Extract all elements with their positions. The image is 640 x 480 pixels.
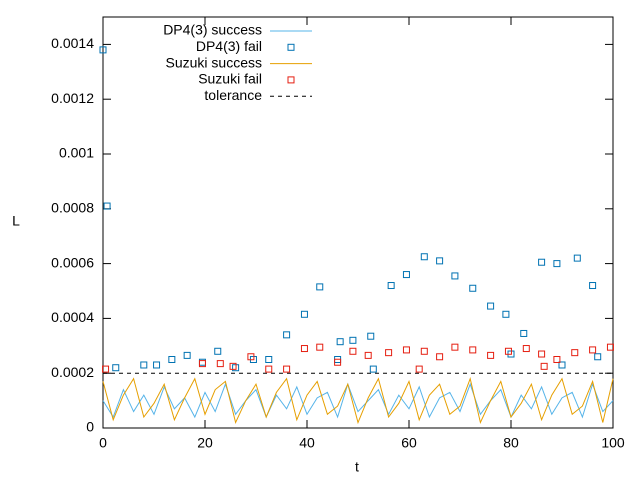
data-point bbox=[469, 284, 477, 292]
data-point bbox=[336, 338, 344, 346]
x-axis-label: t bbox=[355, 459, 359, 475]
y-tick-label: 0 bbox=[86, 419, 94, 435]
data-point bbox=[247, 353, 255, 361]
y-tick-label: 0.001 bbox=[59, 145, 94, 161]
x-tick-label: 20 bbox=[197, 435, 213, 451]
data-point bbox=[364, 351, 372, 359]
y-axis-label: L bbox=[12, 213, 20, 229]
data-point bbox=[540, 362, 548, 370]
plot-border bbox=[102, 16, 614, 429]
data-point bbox=[168, 356, 176, 363]
y-tick-label: 0.0002 bbox=[51, 364, 94, 380]
data-point bbox=[216, 360, 224, 368]
data-point bbox=[349, 347, 357, 355]
y-tick-label: 0.0014 bbox=[51, 35, 94, 51]
data-point bbox=[502, 310, 510, 318]
data-point bbox=[387, 282, 395, 290]
series-line bbox=[102, 382, 614, 419]
data-point bbox=[553, 356, 561, 363]
data-point bbox=[451, 343, 459, 351]
legend-label: Suzuki fail bbox=[198, 71, 262, 87]
data-point bbox=[589, 346, 597, 354]
y-tick-label: 0.0008 bbox=[51, 200, 94, 216]
legend-label: DP4(3) success bbox=[163, 22, 262, 38]
x-tick-label: 100 bbox=[601, 435, 625, 451]
x-tick-label: 0 bbox=[99, 435, 107, 451]
x-tick-label: 40 bbox=[299, 435, 315, 451]
x-tick-label: 60 bbox=[401, 435, 417, 451]
legend-label: DP4(3) fail bbox=[196, 38, 262, 54]
data-point bbox=[402, 346, 410, 354]
data-point bbox=[140, 361, 148, 369]
series-line bbox=[102, 376, 614, 425]
data-point bbox=[283, 365, 291, 373]
data-point bbox=[589, 282, 597, 290]
legend-label: Suzuki success bbox=[166, 54, 262, 70]
data-point bbox=[265, 365, 273, 373]
data-point bbox=[451, 272, 459, 280]
data-point bbox=[415, 365, 423, 373]
data-point bbox=[469, 346, 477, 354]
data-point bbox=[573, 254, 581, 262]
data-point bbox=[487, 351, 495, 359]
data-point bbox=[553, 260, 561, 268]
data-point bbox=[334, 358, 342, 366]
data-point bbox=[420, 253, 428, 261]
data-point bbox=[385, 349, 393, 357]
data-point bbox=[369, 365, 377, 373]
data-point bbox=[102, 365, 110, 373]
data-point bbox=[436, 353, 444, 361]
data-point bbox=[504, 347, 512, 355]
data-point bbox=[522, 345, 530, 353]
data-point bbox=[558, 361, 566, 369]
data-point bbox=[265, 356, 273, 363]
data-point bbox=[436, 257, 444, 265]
y-tick-label: 0.0006 bbox=[51, 254, 94, 270]
legend-swatch bbox=[287, 43, 295, 51]
legend-swatch bbox=[287, 76, 295, 84]
data-point bbox=[316, 283, 324, 291]
data-point bbox=[300, 345, 308, 353]
data-point bbox=[402, 271, 410, 279]
data-point bbox=[420, 347, 428, 355]
data-point bbox=[594, 353, 602, 361]
data-point bbox=[571, 349, 579, 357]
data-point bbox=[112, 364, 120, 372]
data-point bbox=[103, 202, 111, 210]
data-point bbox=[153, 361, 161, 369]
legend-label: tolerance bbox=[204, 87, 262, 103]
data-point bbox=[538, 258, 546, 266]
x-tick-label: 80 bbox=[503, 435, 519, 451]
data-point bbox=[99, 46, 107, 54]
data-point bbox=[606, 343, 614, 351]
y-tick-label: 0.0004 bbox=[51, 309, 94, 325]
data-point bbox=[300, 310, 308, 318]
data-point bbox=[487, 302, 495, 310]
data-point bbox=[214, 347, 222, 355]
data-point bbox=[183, 351, 191, 359]
data-point bbox=[229, 362, 237, 370]
data-point bbox=[198, 360, 206, 368]
data-point bbox=[520, 329, 528, 337]
data-point bbox=[316, 343, 324, 351]
data-point bbox=[283, 331, 291, 339]
data-point bbox=[538, 350, 546, 358]
y-tick-label: 0.0012 bbox=[51, 90, 94, 106]
data-point bbox=[349, 336, 357, 344]
data-point bbox=[367, 332, 375, 340]
